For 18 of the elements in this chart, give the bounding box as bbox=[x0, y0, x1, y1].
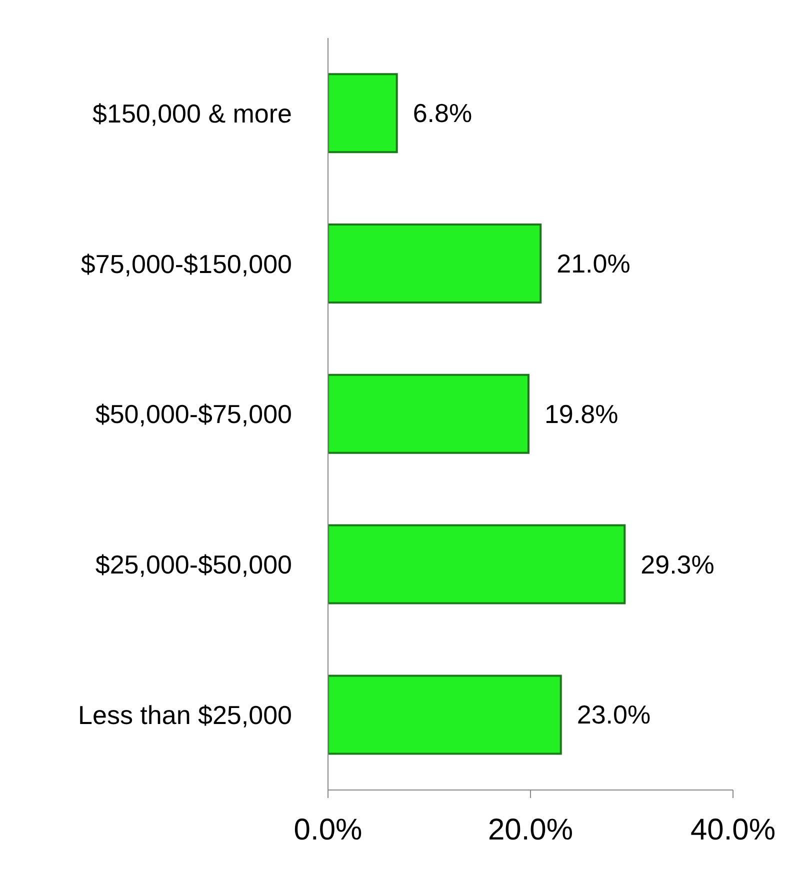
data-label: 6.8% bbox=[412, 98, 472, 128]
y-tick-label: $75,000-$150,000 bbox=[80, 248, 292, 279]
data-label: 19.8% bbox=[544, 398, 618, 429]
y-tick-label: $25,000-$50,000 bbox=[95, 550, 292, 580]
y-tick-label: Less than $25,000 bbox=[78, 700, 292, 730]
bar bbox=[328, 73, 398, 154]
x-tick-label: 40.0% bbox=[690, 813, 776, 846]
data-label: 29.3% bbox=[640, 549, 714, 580]
y-tick-label: $50,000-$75,000 bbox=[95, 399, 292, 430]
bar bbox=[328, 223, 542, 304]
bar bbox=[328, 524, 626, 604]
x-tick-label: 0.0% bbox=[294, 813, 362, 846]
data-label: 23.0% bbox=[576, 700, 651, 730]
bar bbox=[328, 374, 530, 454]
y-tick-label: $150,000 & more bbox=[92, 98, 292, 128]
x-tick-label: 20.0% bbox=[488, 813, 574, 846]
bar bbox=[328, 674, 562, 755]
data-label: 21.0% bbox=[556, 248, 630, 278]
